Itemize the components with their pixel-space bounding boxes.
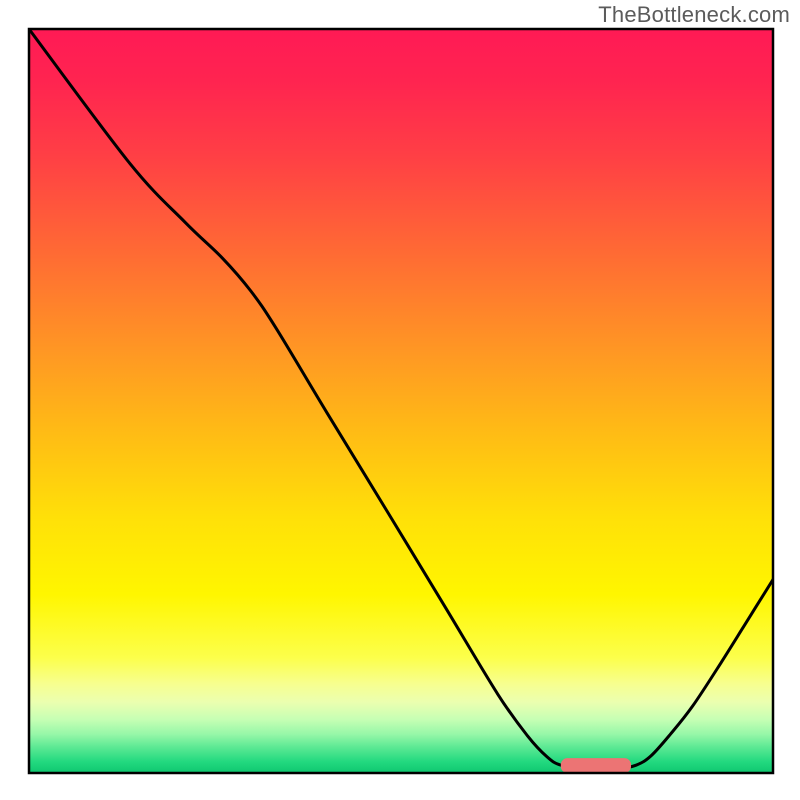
plot-background	[29, 29, 773, 773]
chart-stage: TheBottleneck.com	[0, 0, 800, 800]
bottleneck-curve-chart	[0, 0, 800, 800]
optimal-range-marker	[561, 759, 630, 773]
plot-group	[29, 29, 773, 773]
